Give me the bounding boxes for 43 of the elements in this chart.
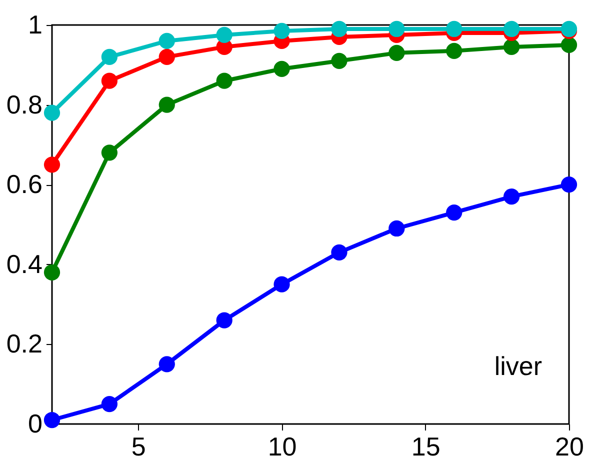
point [216, 312, 232, 328]
point [560, 176, 578, 193]
point [44, 104, 60, 121]
point [446, 42, 462, 59]
annotation: liver [494, 351, 542, 381]
x-tick-label: 20 [555, 432, 584, 462]
point [44, 156, 60, 173]
point [503, 38, 520, 55]
point [216, 72, 232, 89]
point [503, 20, 520, 38]
point [216, 26, 232, 44]
point [101, 396, 118, 412]
x-tick-label: 15 [411, 432, 440, 462]
point [388, 220, 405, 237]
point [503, 188, 520, 205]
point [101, 72, 118, 89]
point [446, 204, 462, 221]
point [158, 96, 175, 113]
y-tick-label: 0.8 [6, 89, 42, 120]
point [331, 244, 348, 260]
point [101, 48, 118, 65]
point [44, 412, 60, 428]
point [44, 264, 60, 280]
point [388, 44, 405, 61]
point [331, 52, 348, 69]
point [446, 20, 462, 38]
point [274, 276, 290, 292]
point [274, 60, 290, 77]
point [274, 22, 290, 40]
x-tick-label: 10 [268, 432, 297, 462]
point [101, 144, 118, 161]
point [560, 36, 578, 53]
y-tick-label: 0 [28, 408, 42, 438]
point [158, 32, 175, 50]
y-tick-label: 0.2 [6, 328, 42, 359]
point [158, 48, 175, 65]
point [388, 20, 405, 38]
point [331, 20, 348, 38]
x-tick-label: 5 [131, 432, 146, 462]
y-tick-label: 1 [28, 10, 42, 40]
y-tick-label: 0.4 [6, 248, 42, 279]
y-tick-label: 0.6 [6, 169, 42, 200]
point [158, 356, 175, 372]
